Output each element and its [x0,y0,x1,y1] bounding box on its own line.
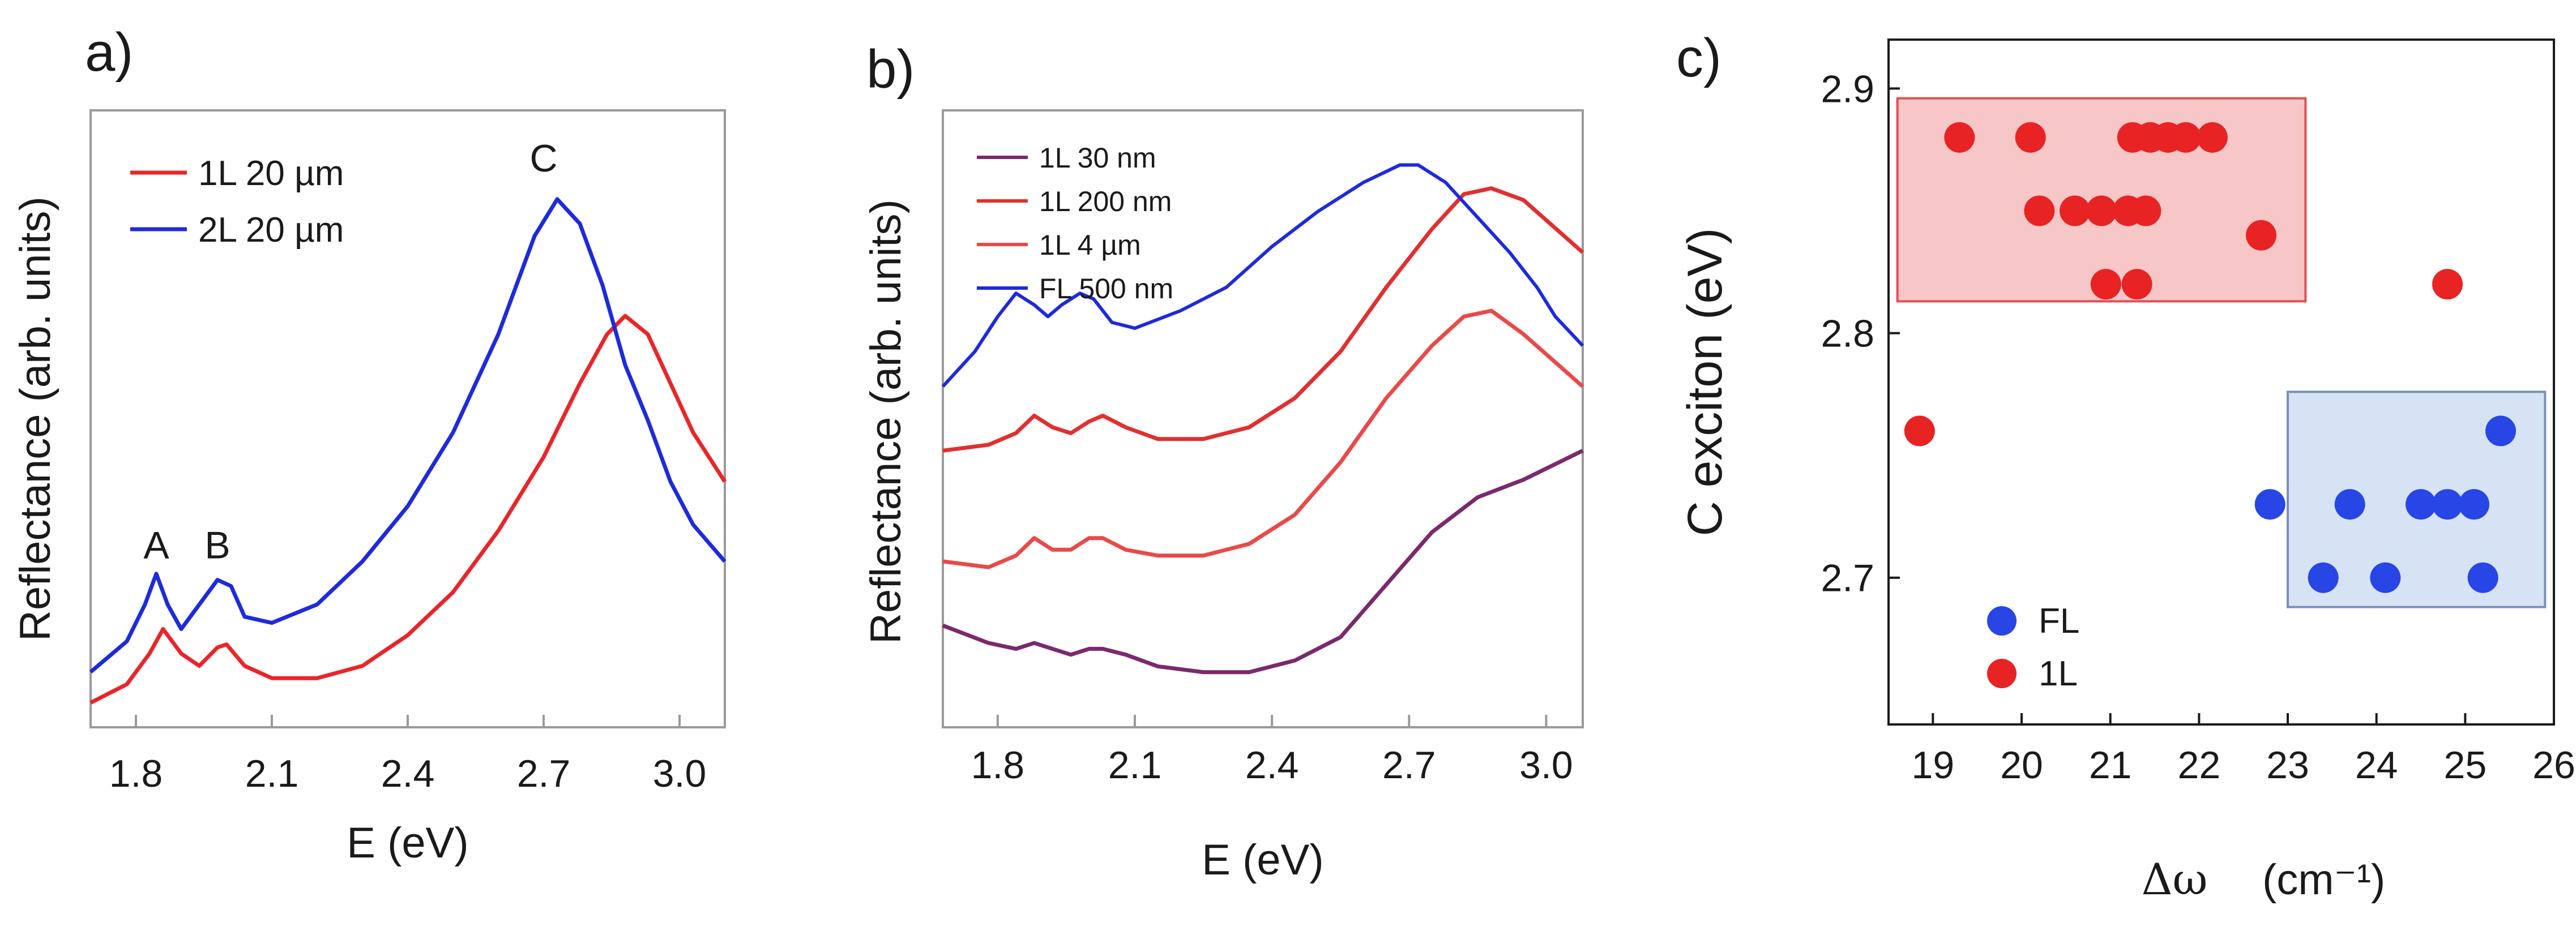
panel-a: a) 1.8 2.1 2.4 2.7 3.0 A B C 1L 20 µm 2L 20 µm… [11,22,727,867]
panel-b-x-axis-title: E (eV) [1202,836,1323,884]
panel-b-legend: 1L 30 nm 1L 200 nm 1L 4 µm FL 500 nm [977,142,1173,304]
point-1l [2024,195,2055,226]
peak-label-a: A [143,524,169,567]
panel-a-x-tick-label: 2.1 [245,752,299,795]
panel-a-annotations: A B C [143,137,557,567]
series-line-2l-20-m [89,197,727,674]
panel-b: b) 1.8 2.1 2.4 2.7 3.0 1L 30 nm 1L 200 nm 1L… [862,39,1584,884]
series-line-1l-20-m [89,314,727,705]
panel-b-label: b) [866,39,915,100]
point-fl [2459,489,2489,520]
panel-b-x-tick-label: 3.0 [1519,744,1573,787]
panel-a-series [89,197,727,705]
series-line-1l-4-m [942,308,1584,569]
panel-a-y-axis-title: Reflectance (arb. units) [11,196,59,641]
panel-c-x-tick-label: 19 [1912,744,1955,787]
panel-a-x-tick-label: 2.4 [381,752,435,795]
panel-a-ticks: 1.8 2.1 2.4 2.7 3.0 [109,715,707,795]
legend-marker-1l [1987,659,2017,688]
panel-c-y-tick-label: 2.9 [1821,67,1874,110]
panel-c-x-axis-title: Δω [2142,854,2208,904]
panel-a-x-axis-title: E (eV) [347,819,468,867]
legend-label-fl-500nm: FL 500 nm [1039,273,1173,304]
peak-label-c: C [529,137,557,180]
panel-a-x-tick-label: 2.7 [517,752,571,795]
panel-c-legend: FL 1L [1987,602,2079,693]
panel-c-y-tick-label: 2.7 [1821,557,1874,600]
point-1l [2170,122,2201,153]
panel-c-plot-frame [1887,38,2555,726]
panel-b-ticks: 1.8 2.1 2.4 2.7 3.0 [971,715,1573,787]
point-fl [2467,562,2498,593]
panel-c-x-tick-label: 23 [2266,744,2309,787]
series-line-1l-200-nm [942,186,1584,453]
point-1l [1944,122,1975,153]
panel-c-regions [1896,97,2547,608]
panel-a-x-tick-label: 3.0 [653,752,707,795]
panel-c-x-tick-label: 26 [2532,744,2575,787]
point-fl [2334,489,2365,520]
point-1l [2432,269,2463,300]
legend-label-2l-20um: 2L 20 µm [198,211,344,250]
panel-b-series [941,163,1584,675]
peak-label-b: B [204,524,230,567]
point-fl [2485,415,2516,447]
panel-a-legend: 1L 20 µm 2L 20 µm [130,154,344,250]
point-fl [2406,489,2436,520]
panel-c-y-tick-label: 2.8 [1821,312,1874,355]
series-line-1l-30-nm [942,449,1584,675]
panel-b-x-tick-label: 1.8 [971,744,1025,787]
legend-label-1l-20um: 1L 20 µm [198,154,344,193]
point-1l [2197,122,2228,153]
point-1l [2060,195,2090,226]
panel-b-x-tick-label: 2.4 [1245,744,1299,787]
panel-a-label: a) [85,22,133,83]
point-fl [2432,489,2463,520]
legend-label-1l-4um: 1L 4 µm [1039,229,1141,261]
point-1l [2130,195,2161,226]
legend-label-1l-30nm: 1L 30 nm [1039,142,1156,174]
panel-c-x-tick-label: 22 [2178,744,2221,787]
panel-a-x-tick-label: 1.8 [109,752,163,795]
panel-b-x-tick-label: 2.1 [1108,744,1162,787]
panel-c-x-tick-label: 25 [2444,744,2487,787]
panel-b-x-tick-label: 2.7 [1382,744,1436,787]
point-1l [2015,122,2046,153]
point-fl [2308,562,2339,593]
point-1l [2246,220,2276,251]
panel-c-ticks: 19 20 21 22 23 24 25 26 2.7 2.8 2.9 [1821,67,2575,787]
panel-c-label: c) [1676,28,1721,88]
panel-b-y-axis-title: Reflectance (arb. units) [862,199,910,644]
panel-c: c) 19 20 21 22 23 24 25 26 2.7 2.8 2.9 FL 1L Δω (c… [1676,28,2575,904]
point-1l [2090,269,2121,300]
series-line-fl-500-nm [941,163,1584,388]
panel-c-x-tick-label: 20 [2000,744,2043,787]
panel-c-x-tick-label: 21 [2089,744,2132,787]
legend-label-fl: FL [2039,602,2079,641]
point-fl [2254,489,2285,520]
point-fl [2370,562,2401,593]
legend-label-1l-200nm: 1L 200 nm [1039,186,1172,217]
legend-marker-fl [1987,606,2017,636]
panel-c-points [1904,122,2516,593]
point-1l [2121,269,2152,300]
point-1l [2086,195,2117,226]
legend-label-1l: 1L [2039,654,2078,693]
point-1l [1904,415,1935,447]
panel-b-plot-frame [942,109,1584,728]
panel-c-y-axis-title: C exciton (eV) [1678,228,1732,537]
panel-c-x-axis-unit: (cm⁻¹) [2262,856,2385,904]
panel-c-x-tick-label: 24 [2355,744,2398,787]
